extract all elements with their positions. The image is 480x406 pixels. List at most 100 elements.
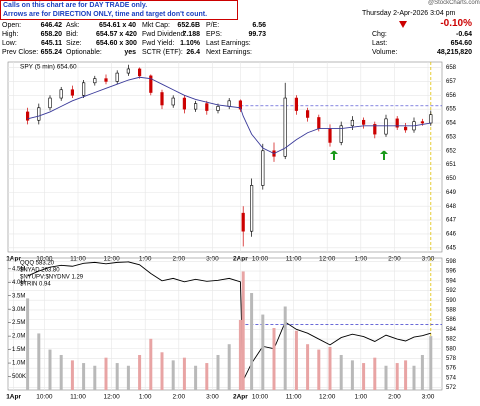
y-tick-label: 658	[446, 65, 457, 71]
x-tick-label: 10:00	[36, 394, 53, 401]
y-tick-label: 596	[446, 269, 457, 275]
summary-label: Volume:	[372, 49, 398, 56]
x-tick-label: 1:00	[354, 394, 367, 401]
quote-value: 26.4	[186, 49, 200, 56]
y-tick-label: 586	[446, 317, 457, 323]
volume-bar	[395, 363, 399, 390]
volume-bar	[241, 271, 245, 390]
volume-bar	[317, 349, 321, 390]
candle-body	[171, 97, 175, 106]
brand: @StockCharts.com	[428, 0, 480, 6]
y2-tick-label: 3.5M	[12, 293, 25, 299]
candle-body	[115, 72, 119, 82]
quote-value: 655.24	[40, 49, 62, 56]
candle-body	[93, 78, 97, 84]
quote-value: 652.6B	[177, 22, 200, 29]
y-tick-label: 576	[446, 366, 457, 372]
candle-body	[138, 68, 142, 77]
volume-bar	[272, 328, 276, 390]
y-tick-label: 648	[446, 204, 457, 210]
volume-bar	[350, 360, 354, 390]
up-arrow	[330, 150, 338, 160]
y-tick-label: 578	[446, 356, 457, 362]
y-tick-label: 649	[446, 190, 457, 196]
candle-body	[283, 97, 287, 157]
candle-body	[361, 119, 366, 125]
candle-body	[182, 97, 187, 110]
candle-body	[216, 106, 220, 111]
down-icon	[399, 21, 407, 28]
quote-value: 1.10%	[180, 40, 200, 47]
y-tick-label: 652	[446, 148, 457, 154]
summary-label: Last:	[372, 40, 388, 47]
quote-label: EPS:	[206, 31, 222, 38]
notice-line: Arrows are for DIRECTION ONLY, time and …	[3, 11, 208, 18]
date: Thursday 2-Apr-2026 3:04 pm	[362, 10, 456, 17]
candle-body	[328, 128, 332, 143]
volume-bar	[420, 354, 424, 390]
y2-tick-label: 2.0M	[12, 334, 25, 340]
candle-body	[373, 124, 377, 135]
y-tick-label: 655	[446, 107, 457, 113]
y-tick-label: 582	[446, 337, 457, 343]
y2-tick-label: 1.5M	[12, 347, 25, 353]
panel	[8, 258, 442, 390]
volume-bar	[216, 354, 220, 390]
y-tick-label: 653	[446, 134, 457, 140]
y-tick-label: 590	[446, 298, 457, 304]
quote-label: Optionable:	[66, 49, 102, 56]
legend-entry: $NYAD 263.80	[20, 268, 60, 274]
quote-label: Low:	[2, 40, 17, 47]
y-tick-label: 598	[446, 259, 457, 265]
panel-frame	[7, 257, 443, 391]
y-tick-label: 647	[446, 218, 457, 224]
candle-body	[205, 103, 209, 111]
candle-body	[25, 111, 30, 121]
y-tick-label: 574	[446, 375, 457, 381]
volume-bar	[115, 363, 119, 390]
volume-bar	[384, 365, 388, 390]
volume-bar	[138, 354, 142, 390]
x-tick-label: 12:00	[103, 394, 120, 401]
volume-bar	[205, 363, 209, 390]
candle-body	[241, 212, 245, 232]
y-tick-label: 572	[446, 385, 457, 391]
y-tick-label: 656	[446, 93, 457, 99]
candle-body	[37, 107, 41, 121]
price-line	[27, 261, 431, 381]
volume-bar	[373, 357, 377, 390]
change-pct: -0.10%	[440, 18, 472, 29]
up-arrow	[380, 150, 388, 160]
volume-bar	[70, 360, 74, 390]
x-tick-label: 1Apr	[6, 394, 21, 401]
y-tick-label: 654	[446, 121, 457, 127]
candle-body	[305, 110, 310, 118]
candle-body	[420, 121, 425, 124]
candle-body	[59, 89, 63, 99]
candle-body	[350, 119, 355, 127]
quote-value: 99.73	[248, 31, 266, 38]
x-tick-label: 11:00	[286, 394, 302, 401]
y2-tick-label: 4.5M	[12, 266, 25, 272]
y2-tick-label: 2.5M	[12, 320, 25, 326]
legend-title: SPY (5 min) 654.60	[20, 64, 77, 71]
x-tick-label: 11:00	[70, 394, 86, 401]
volume-bar	[149, 338, 153, 390]
volume-bar	[412, 365, 416, 390]
quote-label: Last Earnings:	[206, 40, 251, 47]
candle-body	[261, 150, 265, 186]
y-tick-label: 592	[446, 288, 457, 294]
volume-bar	[160, 352, 164, 390]
candle-body	[384, 118, 388, 135]
candle-body	[250, 185, 254, 232]
y-tick-label: 657	[446, 79, 457, 85]
y2-tick-label: 4.0M	[12, 280, 25, 286]
summary-value: 48,215,820	[436, 49, 472, 56]
y-tick-label: 645	[446, 245, 457, 251]
y-tick-label: 594	[446, 278, 457, 284]
volume-bar	[59, 354, 63, 390]
quote-value: 658.20	[40, 31, 62, 38]
volume-bar	[238, 319, 242, 390]
candle-body	[227, 100, 231, 107]
